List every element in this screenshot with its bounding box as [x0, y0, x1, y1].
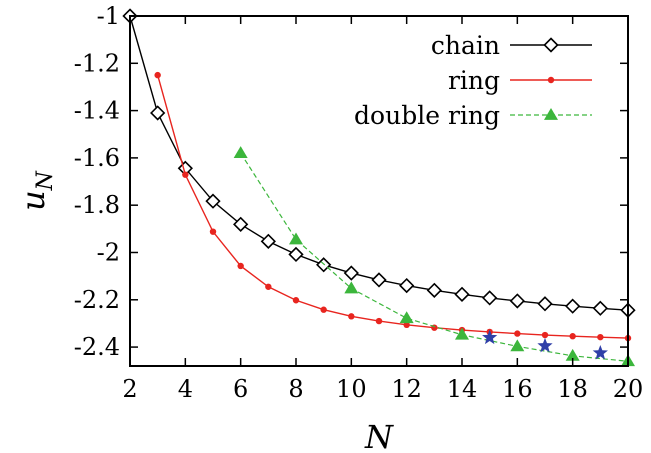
data-point	[292, 297, 300, 304]
data-point	[265, 283, 272, 290]
data-point	[592, 344, 608, 360]
y-tick-label: -2	[97, 238, 120, 266]
data-point	[426, 282, 442, 298]
data-point	[399, 277, 415, 294]
data-point	[150, 105, 166, 121]
x-tick-label: 16	[502, 375, 533, 403]
data-point	[182, 171, 189, 178]
data-point	[237, 262, 244, 270]
data-point	[537, 337, 553, 353]
y-tick-label: -2.2	[74, 286, 120, 314]
data-point	[454, 286, 470, 302]
plot-frame	[129, 15, 629, 367]
data-point	[509, 293, 525, 309]
x-tick-label: 4	[178, 375, 193, 403]
axis-ticks: 2 4 6 8 10 12 14 16 18 20 -1 -1.2 -1.4 -1.6 -1.8 -2 -2.2…	[74, 2, 644, 403]
x-tick-label: 8	[288, 375, 303, 403]
x-tick-label: 2	[122, 375, 137, 403]
legend-label: chain	[431, 31, 500, 60]
data-point	[482, 329, 498, 345]
legend-label: ring	[448, 66, 500, 95]
data-point	[403, 321, 410, 329]
series-stars	[482, 329, 608, 360]
data-point	[455, 327, 469, 340]
y-tick-label: -1.2	[74, 49, 120, 77]
data-point	[316, 257, 332, 273]
series-double-ring	[233, 146, 635, 367]
data-point	[320, 306, 327, 313]
data-point	[569, 333, 576, 340]
y-tick-label: -1.6	[74, 144, 120, 172]
x-tick-label: 6	[233, 375, 248, 403]
series-chain	[122, 8, 636, 318]
x-axis-label: N	[364, 418, 394, 453]
data-point	[233, 146, 248, 159]
data-point	[547, 76, 555, 84]
data-point	[565, 348, 580, 361]
data-point	[348, 313, 355, 320]
data-point	[544, 108, 558, 120]
data-point	[205, 193, 221, 209]
data-point	[541, 331, 549, 339]
legend-label: double ring	[354, 101, 500, 130]
x-tick-label: 10	[336, 375, 367, 403]
data-point	[482, 290, 498, 306]
x-tick-label: 14	[447, 375, 478, 403]
y-tick-label: -1.8	[74, 191, 120, 219]
data-point	[537, 296, 553, 312]
x-tick-label: 18	[557, 375, 588, 403]
data-point	[154, 71, 161, 79]
series-ring	[154, 71, 632, 342]
data-point	[343, 265, 359, 281]
data-point	[371, 272, 387, 288]
y-axis-label: uN	[14, 170, 58, 211]
data-point	[565, 298, 581, 314]
data-point	[514, 330, 521, 337]
data-point	[209, 228, 217, 235]
data-point	[233, 216, 249, 232]
series-line	[240, 152, 629, 362]
data-point	[510, 339, 525, 352]
series-line	[129, 15, 629, 311]
data-point	[288, 246, 304, 263]
y-tick-label: -2.4	[74, 333, 120, 361]
data-point	[344, 281, 359, 294]
series-layer	[122, 8, 636, 367]
y-tick-label: -1.4	[74, 97, 120, 125]
data-point	[399, 311, 414, 324]
y-tick-label: -1	[97, 2, 120, 30]
legend: chain ring double ring	[354, 31, 592, 130]
x-tick-label: 12	[391, 375, 422, 403]
x-tick-label: 20	[613, 375, 644, 403]
data-point	[260, 233, 276, 250]
series-line	[156, 74, 629, 339]
data-point	[375, 317, 383, 325]
data-point	[543, 37, 559, 53]
data-point	[592, 300, 608, 316]
data-point	[597, 333, 604, 341]
data-point	[289, 232, 303, 245]
